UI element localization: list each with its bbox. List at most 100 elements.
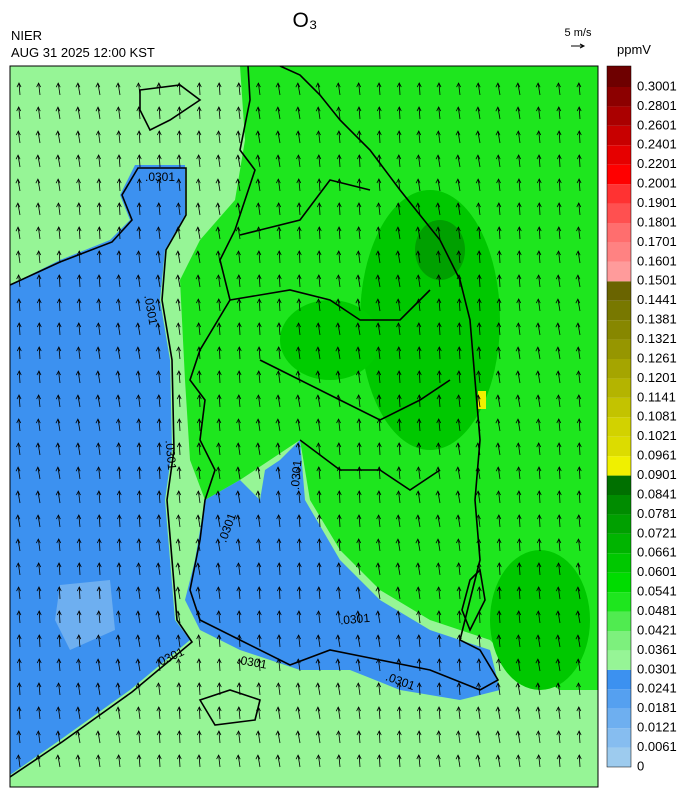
wind-arrow-shaft xyxy=(298,562,301,576)
wind-arrow-shaft xyxy=(558,131,561,144)
colorbar-label: 0.0781 xyxy=(637,506,677,521)
wind-arrow xyxy=(136,490,142,504)
wind-arrow-head xyxy=(235,130,241,136)
wind-arrow-head xyxy=(55,442,61,448)
wind-arrow-head xyxy=(36,298,42,304)
wind-arrow xyxy=(395,514,401,528)
wind-arrow xyxy=(355,346,361,360)
wind-arrow xyxy=(335,634,341,648)
wind-arrow-shaft xyxy=(377,611,381,624)
wind-arrow-head xyxy=(355,250,361,256)
wind-arrow-shaft xyxy=(298,155,301,168)
wind-arrow-shaft xyxy=(118,275,121,288)
wind-arrow-shaft xyxy=(238,83,241,96)
wind-arrow-shaft xyxy=(298,515,301,528)
wind-arrow xyxy=(216,442,221,456)
wind-arrow-shaft xyxy=(518,299,521,312)
wind-arrow xyxy=(175,634,181,648)
wind-arrow-head xyxy=(456,322,462,328)
wind-arrow xyxy=(556,754,562,768)
wind-arrow xyxy=(575,634,581,648)
wind-arrow-shaft xyxy=(458,347,461,360)
wind-arrow xyxy=(156,706,162,720)
wind-arrow xyxy=(56,562,62,576)
wind-arrow xyxy=(316,754,321,768)
wind-arrow-shaft xyxy=(337,611,341,624)
wind-arrow xyxy=(256,226,261,240)
wind-arrow-head xyxy=(476,370,481,376)
wind-arrow-shaft xyxy=(118,587,121,600)
wind-arrow-shaft xyxy=(418,706,421,720)
wind-arrow xyxy=(115,730,121,744)
wind-arrow xyxy=(495,130,501,144)
wind-arrow-head xyxy=(236,586,242,592)
wind-arrow-shaft xyxy=(18,419,21,432)
wind-arrow xyxy=(476,682,481,696)
contour-label: .0301 xyxy=(163,439,180,470)
wind-arrow xyxy=(235,754,241,768)
wind-arrow-shaft xyxy=(58,610,61,624)
wind-arrow-head xyxy=(575,346,581,352)
wind-arrow-shaft xyxy=(278,299,281,312)
wind-arrow-shaft xyxy=(38,683,41,696)
wind-arrow-head xyxy=(195,490,201,496)
wind-arrow xyxy=(376,394,382,408)
wind-arrow-shaft xyxy=(478,298,481,312)
wind-arrow xyxy=(335,346,341,360)
colorbar-box xyxy=(607,592,631,612)
wind-arrow-shaft xyxy=(398,131,401,144)
wind-arrow-head xyxy=(335,682,341,688)
wind-arrow-shaft xyxy=(497,107,501,120)
wind-arrow-shaft xyxy=(558,466,561,480)
wind-arrow-shaft xyxy=(158,683,161,696)
wind-arrow-head xyxy=(236,250,241,256)
wind-arrow-head xyxy=(476,250,482,256)
wind-arrow xyxy=(175,250,181,264)
wind-arrow xyxy=(515,754,521,768)
wind-arrow-head xyxy=(536,250,542,256)
wind-arrow-shaft xyxy=(377,563,381,576)
wind-arrow xyxy=(316,298,321,312)
wind-arrow-head xyxy=(295,82,301,88)
wind-arrow-head xyxy=(195,202,201,208)
wind-arrow xyxy=(175,562,181,576)
wind-arrow-shaft xyxy=(37,155,41,168)
wind-arrow xyxy=(15,250,21,264)
wind-arrow-shaft xyxy=(77,467,81,480)
wind-arrow-head xyxy=(316,442,321,448)
wind-arrow-head xyxy=(576,682,581,688)
wind-arrow-head xyxy=(315,82,321,88)
wind-arrow-head xyxy=(575,562,581,568)
wind-arrow xyxy=(76,346,81,360)
wind-arrow xyxy=(436,298,442,312)
wind-arrow xyxy=(216,394,222,408)
wind-arrow-head xyxy=(516,514,522,520)
wind-arrow-shaft xyxy=(138,515,141,528)
wind-arrow xyxy=(35,514,41,528)
wind-arrow-shaft xyxy=(537,683,541,696)
wind-arrow-head xyxy=(555,658,561,664)
wind-arrow-head xyxy=(175,274,181,280)
wind-arrow xyxy=(255,106,261,120)
wind-arrow xyxy=(136,730,142,744)
wind-arrow-shaft xyxy=(278,659,281,672)
wind-arrow-shaft xyxy=(457,467,461,480)
wind-arrow-head xyxy=(576,466,582,472)
wind-arrow-head xyxy=(276,610,282,616)
wind-arrow-head xyxy=(135,682,141,688)
wind-arrow-shaft xyxy=(317,659,321,672)
wind-arrow-shaft xyxy=(198,347,201,360)
colorbar-label: 0.1321 xyxy=(637,331,677,346)
wind-arrow-head xyxy=(116,250,122,256)
wind-arrow-shaft xyxy=(557,683,561,696)
wind-arrow-head xyxy=(75,370,81,376)
wind-arrow xyxy=(455,106,461,120)
wind-arrow-shaft xyxy=(418,299,421,312)
wind-arrow xyxy=(296,634,301,648)
wind-arrow-shaft xyxy=(317,635,321,648)
wind-arrow-head xyxy=(216,82,222,88)
wind-arrow xyxy=(256,250,262,264)
wind-arrow-shaft xyxy=(578,491,581,504)
wind-arrow xyxy=(215,562,221,576)
wind-arrow-shaft xyxy=(17,251,21,264)
